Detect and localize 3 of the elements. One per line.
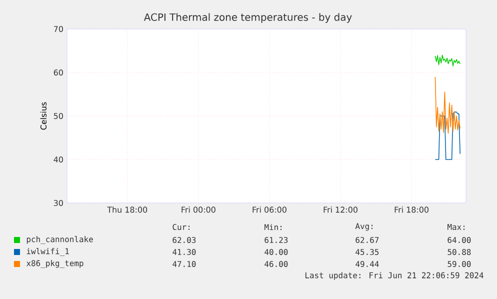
- chart-title: ACPI Thermal zone temperatures - by day: [144, 13, 352, 23]
- line-series: [434, 76, 460, 134]
- line-series: [434, 54, 460, 66]
